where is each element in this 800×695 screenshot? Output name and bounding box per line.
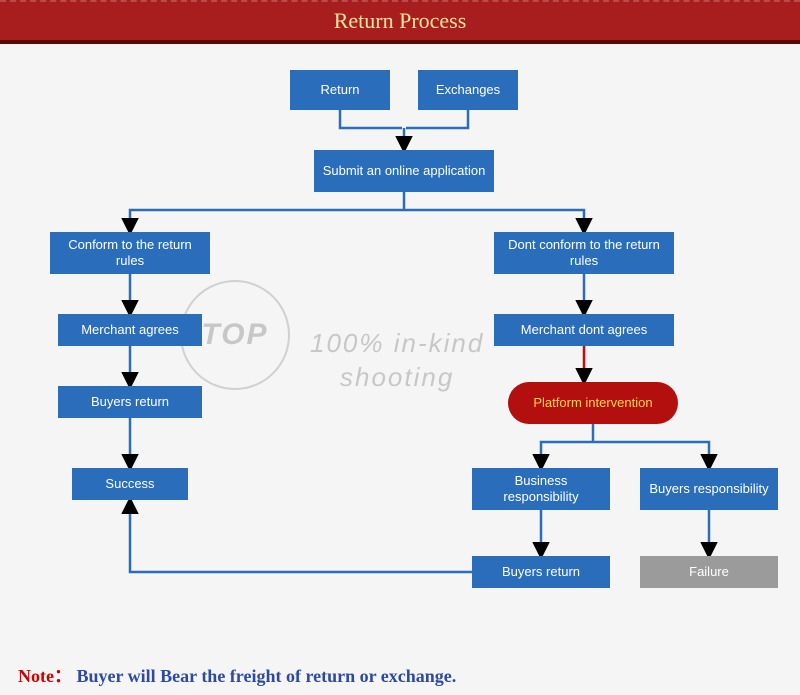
edge-1: [406, 110, 468, 128]
node-failure: Failure: [640, 556, 778, 588]
node-m_agree-label: Merchant agrees: [81, 322, 179, 338]
footnote: Note： Buyer will Bear the freight of ret…: [18, 662, 456, 688]
node-platform-label: Platform intervention: [533, 395, 652, 411]
edge-12: [541, 442, 593, 468]
footnote-lead: Note：: [18, 666, 72, 686]
node-platform: Platform intervention: [508, 382, 678, 424]
node-buyers_ret1: Buyers return: [58, 386, 202, 418]
edge-16: [130, 500, 472, 572]
node-conform-label: Conform to the return rules: [56, 237, 204, 268]
diagram-canvas: Return Process TOP 100% in-kind shooting…: [0, 0, 800, 695]
node-success-label: Success: [105, 476, 154, 492]
node-submit: Submit an online application: [314, 150, 494, 192]
node-biz_resp: Business responsibility: [472, 468, 610, 510]
node-m_notagree: Merchant dont agrees: [494, 314, 674, 346]
node-buyers_ret2: Buyers return: [472, 556, 610, 588]
edge-4: [130, 210, 404, 232]
header-bar: Return Process: [0, 0, 800, 44]
node-exchanges-label: Exchanges: [436, 82, 500, 98]
footnote-body: Buyer will Bear the freight of return or…: [76, 666, 456, 686]
node-buy_resp: Buyers responsibility: [640, 468, 778, 510]
node-biz_resp-label: Business responsibility: [478, 473, 604, 504]
node-buyers_ret2-label: Buyers return: [502, 564, 580, 580]
edge-13: [593, 442, 709, 468]
node-m_notagree-label: Merchant dont agrees: [521, 322, 647, 338]
node-failure-label: Failure: [689, 564, 729, 580]
watermark-line2: shooting: [340, 362, 454, 393]
node-buyers_ret1-label: Buyers return: [91, 394, 169, 410]
edge-0: [340, 110, 402, 128]
node-exchanges: Exchanges: [418, 70, 518, 110]
node-conform: Conform to the return rules: [50, 232, 210, 274]
node-success: Success: [72, 468, 188, 500]
watermark-line1: 100% in-kind: [310, 328, 484, 359]
node-buy_resp-label: Buyers responsibility: [649, 481, 768, 497]
node-notconform-label: Dont conform to the return rules: [500, 237, 668, 268]
edge-5: [404, 210, 584, 232]
node-m_agree: Merchant agrees: [58, 314, 202, 346]
node-return-label: Return: [320, 82, 359, 98]
watermark-top-text: TOP: [201, 318, 268, 352]
node-return: Return: [290, 70, 390, 110]
header-title: Return Process: [334, 8, 467, 34]
node-submit-label: Submit an online application: [323, 163, 486, 179]
node-notconform: Dont conform to the return rules: [494, 232, 674, 274]
